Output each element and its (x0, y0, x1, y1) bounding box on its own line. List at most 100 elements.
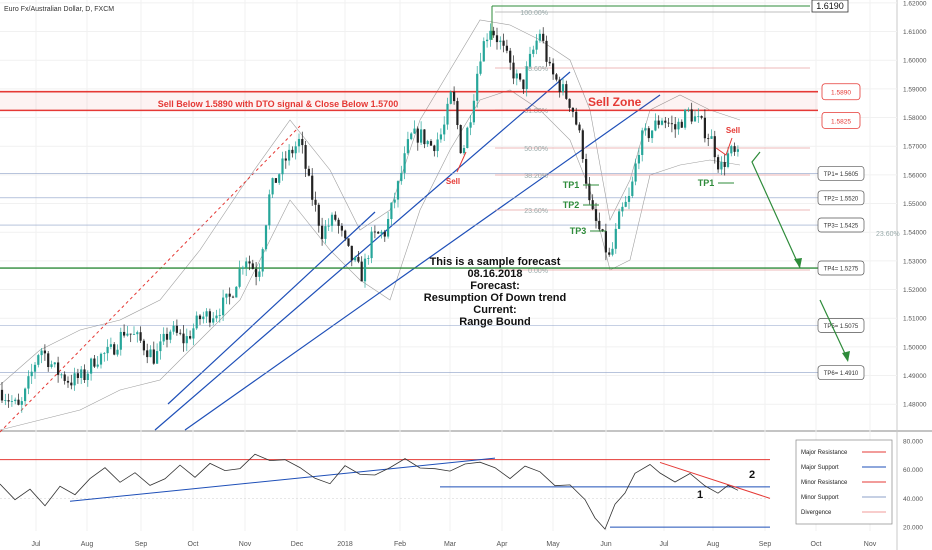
candle-body (152, 349, 155, 364)
candle-body (601, 229, 604, 232)
x-tick-label: Sep (135, 541, 148, 548)
x-tick-label: Nov (864, 541, 877, 548)
candle-body (274, 178, 277, 183)
candle-body (162, 333, 165, 342)
candle-body (604, 231, 607, 253)
candle-body (439, 134, 442, 140)
fib-label: 61.80% (524, 108, 548, 115)
candle-body (548, 61, 551, 64)
chart-title: Euro Fx/Australian Dollar, D, FXCM (4, 6, 114, 13)
support-trendline (167, 211, 376, 405)
candle-body (156, 351, 159, 364)
candle-body (215, 315, 218, 319)
candle-body (307, 168, 310, 176)
candle-body (670, 123, 673, 125)
top-level-box (811, 0, 849, 13)
candle-body (525, 66, 528, 90)
sell-zone (0, 91, 818, 111)
legend-entry: Minor Resistance (801, 480, 848, 486)
candle-body (314, 199, 317, 205)
x-tick-label: Mar (444, 541, 457, 548)
indicator-marker: 2 (749, 469, 755, 481)
candle-body (245, 261, 248, 268)
candle-body (489, 30, 492, 40)
candle-body (370, 231, 373, 259)
candle-body (205, 311, 208, 317)
candle-body (251, 263, 254, 269)
fib-label: 38.20% (524, 173, 548, 180)
candle-body (202, 316, 205, 320)
candle-body (571, 107, 574, 112)
candle-body (565, 84, 568, 99)
fib-label: 78.60% (524, 66, 548, 73)
candle-body (703, 117, 706, 139)
candle-body (347, 238, 350, 246)
candle-body (228, 293, 231, 297)
candle-body (693, 116, 697, 122)
candle-body (423, 129, 426, 145)
x-tick-label: Oct (811, 541, 822, 548)
indicator-tick-label: 80.000 (903, 438, 923, 445)
indicator-trendline (69, 457, 496, 502)
price-tick-label: 1.61000 (903, 29, 927, 36)
candle-body (149, 349, 152, 358)
x-tick-label: Oct (188, 541, 199, 548)
candle-body (169, 331, 172, 340)
fib-label: 0.00% (528, 268, 548, 275)
legend-entry: Major Resistance (801, 450, 848, 456)
candle-body (30, 371, 33, 377)
candle-body (297, 138, 301, 147)
zone-top-value: 1.5890 (831, 90, 851, 97)
candle-body (278, 174, 281, 183)
candle-body (142, 340, 145, 351)
forecast-line: Resumption Of Down trend (424, 292, 566, 304)
candle-body (380, 231, 383, 234)
price-tick-label: 1.54000 (903, 230, 927, 237)
candle-body (281, 158, 284, 175)
candle-body (83, 369, 86, 381)
candle-body (212, 318, 215, 323)
x-tick-label: Jun (600, 541, 611, 548)
candle-body (561, 84, 565, 93)
fib-label: 23.60% (524, 208, 548, 215)
tp-box-label: TP5= 1.5075 (824, 324, 859, 330)
candle-body (449, 91, 452, 104)
candle-body (443, 124, 446, 135)
candle-body (393, 199, 396, 203)
candle-body (377, 231, 380, 234)
candle-body (324, 226, 327, 239)
candle-body (555, 74, 558, 80)
candle-body (717, 157, 720, 170)
fib-right-label: 23.60% (876, 231, 900, 238)
candle-body (519, 73, 522, 80)
candle-body (542, 33, 545, 41)
candle-body (631, 181, 634, 196)
candle-body (258, 271, 261, 277)
candle-body (354, 257, 357, 261)
candle-body (690, 109, 693, 122)
x-tick-label: Jul (660, 541, 669, 548)
tp-marker: TP1 (563, 180, 580, 190)
candle-body (416, 128, 419, 143)
candle-body (429, 141, 433, 146)
tp-box (817, 166, 865, 181)
indicator-marker: 1 (697, 489, 703, 501)
candle-body (363, 258, 367, 282)
candle-body (462, 147, 466, 154)
candle-body (344, 230, 347, 239)
candle-body (680, 121, 683, 128)
candle-body (73, 373, 76, 386)
candle-body (479, 61, 482, 74)
candle-body (146, 350, 149, 358)
price-tick-label: 1.48000 (903, 402, 927, 409)
candle-body (608, 252, 611, 255)
sell-marker-arrow (456, 151, 467, 173)
candle-body (139, 332, 142, 341)
x-tick-label: Sep (759, 541, 772, 548)
candle-body (486, 39, 489, 42)
candle-body (301, 138, 304, 146)
candle-body (291, 149, 294, 154)
tp-box (817, 190, 865, 206)
candle-body (27, 376, 30, 389)
